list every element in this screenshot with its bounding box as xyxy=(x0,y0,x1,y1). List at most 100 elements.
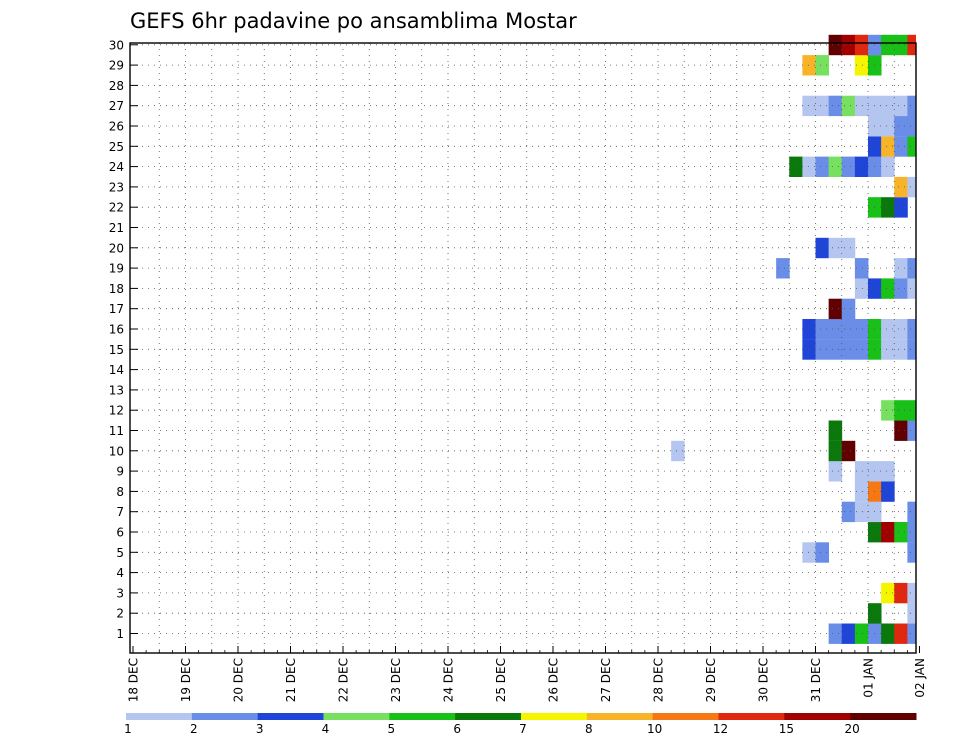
x-tick-label: 31 DEC xyxy=(809,658,823,702)
heatmap-cell xyxy=(854,339,869,360)
chart-title: GEFS 6hr padavine po ansamblima Mostar xyxy=(130,9,577,33)
y-tick-label: 24 xyxy=(109,160,124,174)
heatmap-cell xyxy=(828,440,843,462)
heatmap-cell xyxy=(881,319,895,340)
heatmap-cell xyxy=(841,237,856,259)
heatmap-cell xyxy=(894,339,908,360)
legend-swatch xyxy=(257,713,324,720)
heatmap-cell xyxy=(854,481,869,502)
plot-frame xyxy=(129,42,917,654)
y-tick-label: 12 xyxy=(109,404,124,418)
heatmap-cell xyxy=(828,420,843,441)
heatmap-cell xyxy=(894,319,908,340)
heatmap-cell xyxy=(894,136,908,157)
heatmap-cell xyxy=(828,339,843,360)
legend-label: 10 xyxy=(647,722,662,736)
y-tick-label: 25 xyxy=(109,140,124,154)
x-axis-ticks: 18 DEC 19 DEC 20 DEC 21 DEC 22 DEC 23 DEC 24 D… xyxy=(127,646,927,702)
heatmap-cell xyxy=(881,116,895,137)
x-tick-label: 19 DEC xyxy=(179,658,193,702)
y-tick-label: 29 xyxy=(109,59,124,73)
y-tick-label: 8 xyxy=(116,485,124,499)
legend-swatch xyxy=(586,713,654,720)
heatmap-cell xyxy=(828,319,843,340)
y-tick-label: 4 xyxy=(116,566,124,580)
heatmap-cell xyxy=(854,319,869,340)
heatmap-cell xyxy=(802,319,816,340)
heatmap-cell xyxy=(894,522,908,543)
legend-label: 5 xyxy=(388,722,396,736)
legend-label: 2 xyxy=(190,722,198,736)
heatmap-cell xyxy=(671,440,685,462)
y-tick-label: 20 xyxy=(109,241,124,255)
y-tick-label: 26 xyxy=(109,120,124,134)
heatmap-cell xyxy=(881,481,895,502)
heatmap-cell xyxy=(881,278,895,299)
heatmap-cell xyxy=(881,461,895,482)
heatmap-cell xyxy=(907,319,917,340)
x-tick-label: 01 JAN xyxy=(862,658,876,698)
y-tick-label: 1 xyxy=(116,627,124,641)
heatmap-cell xyxy=(802,542,816,563)
heatmap-cell xyxy=(894,116,908,137)
heatmap-cell xyxy=(881,34,895,56)
legend-label: 1 xyxy=(124,722,132,736)
heatmap-cell xyxy=(854,55,869,76)
x-tick-label: 28 DEC xyxy=(652,658,666,702)
heatmap-cell xyxy=(841,623,856,644)
legend-swatch xyxy=(191,713,259,720)
heatmap-cell xyxy=(907,176,917,198)
heatmap-cell xyxy=(854,156,869,177)
heatmap-cell xyxy=(841,319,856,340)
heatmap-cell xyxy=(828,34,843,56)
y-tick-label: 15 xyxy=(109,343,124,357)
legend-label: 20 xyxy=(845,722,860,736)
y-axis-ticks: 1234567891011121314151617181920212223242… xyxy=(109,38,138,641)
legend-swatch xyxy=(652,713,719,720)
x-tick-label: 23 DEC xyxy=(389,658,403,702)
heatmap-cell xyxy=(907,95,917,117)
heatmap-cell xyxy=(881,156,895,177)
heatmap-cell xyxy=(815,339,830,360)
heatmap-cell xyxy=(815,156,830,177)
y-tick-label: 3 xyxy=(116,586,124,600)
heatmap-cell xyxy=(894,176,908,198)
heatmap-cell xyxy=(881,522,895,543)
dotted-grid xyxy=(130,43,916,653)
x-tick-label: 24 DEC xyxy=(442,658,456,702)
y-tick-label: 13 xyxy=(109,383,124,397)
heatmap-cell xyxy=(881,623,895,644)
heatmap-cell xyxy=(828,95,843,117)
x-tick-label: 25 DEC xyxy=(494,658,508,702)
y-tick-label: 2 xyxy=(116,607,124,621)
heatmap-cell xyxy=(894,95,908,117)
heatmap-cell xyxy=(828,461,843,482)
y-tick-label: 6 xyxy=(116,526,124,540)
heatmap-cell xyxy=(881,197,895,218)
x-tick-label: 30 DEC xyxy=(757,658,771,702)
heatmap-cell xyxy=(881,400,895,421)
heatmap-cell xyxy=(815,95,830,117)
heatmap-cell xyxy=(881,95,895,117)
heatmap-cell xyxy=(841,339,856,360)
heatmap-cell xyxy=(854,501,869,523)
heatmap-cell xyxy=(894,623,908,644)
heatmap-cell xyxy=(815,319,830,340)
y-tick-label: 7 xyxy=(116,505,124,519)
heatmap-cell xyxy=(907,542,917,563)
x-tick-label: 22 DEC xyxy=(337,658,351,702)
heatmap-cell xyxy=(815,237,830,259)
x-tick-label: 21 DEC xyxy=(284,658,298,702)
y-tick-label: 17 xyxy=(109,302,124,316)
heatmap-cell xyxy=(815,542,830,563)
legend-label: 8 xyxy=(585,722,593,736)
heatmap-cell xyxy=(854,461,869,482)
heatmap-cell xyxy=(894,400,908,421)
heatmap-cell xyxy=(907,278,917,299)
heatmap-cells xyxy=(671,34,917,644)
heatmap-cell xyxy=(802,339,816,360)
heatmap-cell xyxy=(841,440,856,462)
y-tick-label: 27 xyxy=(109,99,124,113)
heatmap-cell xyxy=(841,501,856,523)
